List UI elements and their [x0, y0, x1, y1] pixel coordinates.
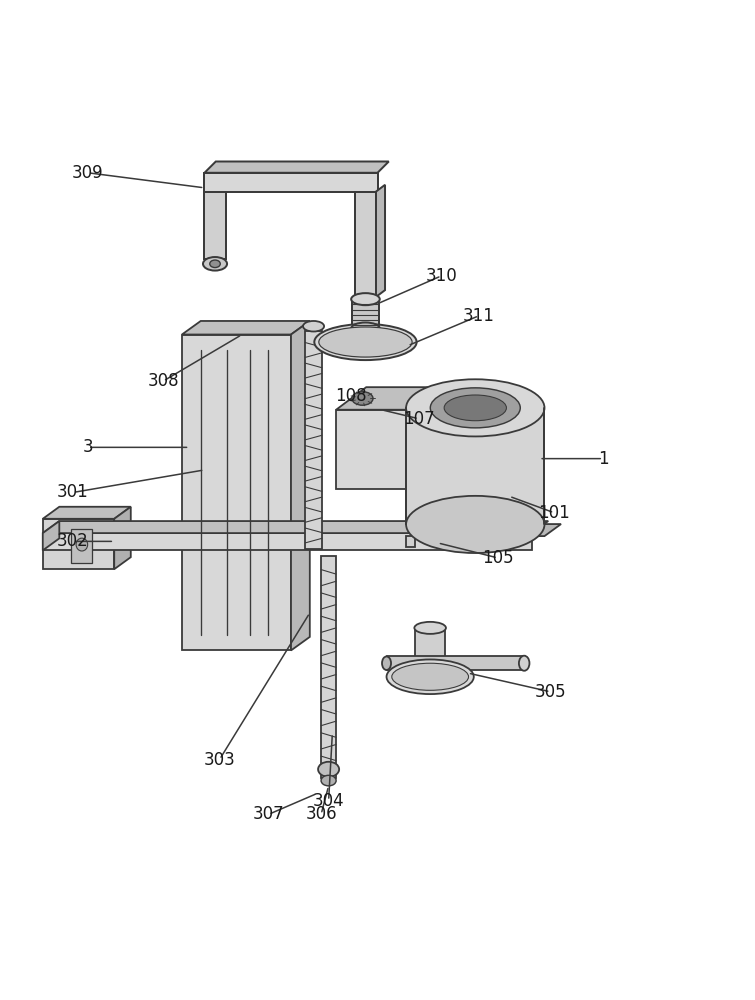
Ellipse shape — [351, 293, 380, 305]
Text: 108: 108 — [335, 387, 367, 405]
Polygon shape — [43, 521, 60, 550]
Polygon shape — [43, 519, 114, 569]
Text: 101: 101 — [538, 504, 570, 522]
Polygon shape — [205, 161, 389, 173]
Polygon shape — [114, 507, 131, 569]
Ellipse shape — [210, 260, 220, 268]
Polygon shape — [415, 524, 561, 536]
Polygon shape — [43, 533, 532, 550]
Text: 307: 307 — [253, 805, 284, 823]
Polygon shape — [43, 507, 131, 519]
Polygon shape — [376, 185, 385, 297]
Polygon shape — [415, 387, 445, 489]
Ellipse shape — [392, 663, 469, 690]
Polygon shape — [352, 301, 379, 328]
Ellipse shape — [321, 775, 336, 786]
Text: 308: 308 — [147, 372, 179, 390]
Text: 305: 305 — [535, 683, 566, 701]
Polygon shape — [205, 173, 378, 192]
Text: 311: 311 — [463, 307, 495, 325]
Polygon shape — [321, 556, 336, 778]
Polygon shape — [415, 628, 445, 681]
Polygon shape — [336, 410, 415, 489]
Text: 304: 304 — [313, 792, 344, 810]
Ellipse shape — [382, 656, 391, 670]
Polygon shape — [205, 173, 226, 259]
FancyBboxPatch shape — [406, 408, 544, 524]
Text: 107: 107 — [403, 410, 435, 428]
Polygon shape — [182, 321, 310, 335]
Polygon shape — [352, 328, 379, 342]
Text: 1: 1 — [598, 450, 609, 468]
Polygon shape — [355, 192, 376, 297]
Ellipse shape — [430, 388, 520, 428]
FancyBboxPatch shape — [71, 529, 92, 563]
Ellipse shape — [352, 392, 373, 405]
Ellipse shape — [351, 322, 380, 335]
Ellipse shape — [76, 538, 88, 551]
Polygon shape — [406, 536, 415, 547]
Polygon shape — [387, 656, 524, 670]
Text: 306: 306 — [305, 805, 337, 823]
Ellipse shape — [406, 496, 544, 553]
Text: 309: 309 — [72, 164, 103, 182]
Polygon shape — [291, 321, 310, 650]
Ellipse shape — [318, 762, 339, 777]
Polygon shape — [43, 521, 548, 533]
Text: 310: 310 — [426, 267, 458, 285]
Text: 302: 302 — [57, 532, 89, 550]
Ellipse shape — [406, 379, 544, 436]
Text: 3: 3 — [82, 438, 93, 456]
Ellipse shape — [303, 321, 324, 332]
Text: 303: 303 — [204, 751, 236, 769]
Ellipse shape — [203, 257, 227, 271]
Ellipse shape — [414, 622, 446, 634]
Polygon shape — [182, 335, 291, 650]
Ellipse shape — [319, 327, 412, 357]
Ellipse shape — [387, 659, 474, 694]
Ellipse shape — [444, 395, 507, 421]
Ellipse shape — [519, 656, 529, 671]
Ellipse shape — [314, 324, 417, 360]
Text: 105: 105 — [482, 549, 513, 567]
Text: 301: 301 — [57, 483, 89, 501]
Polygon shape — [305, 331, 322, 549]
Polygon shape — [336, 387, 445, 410]
